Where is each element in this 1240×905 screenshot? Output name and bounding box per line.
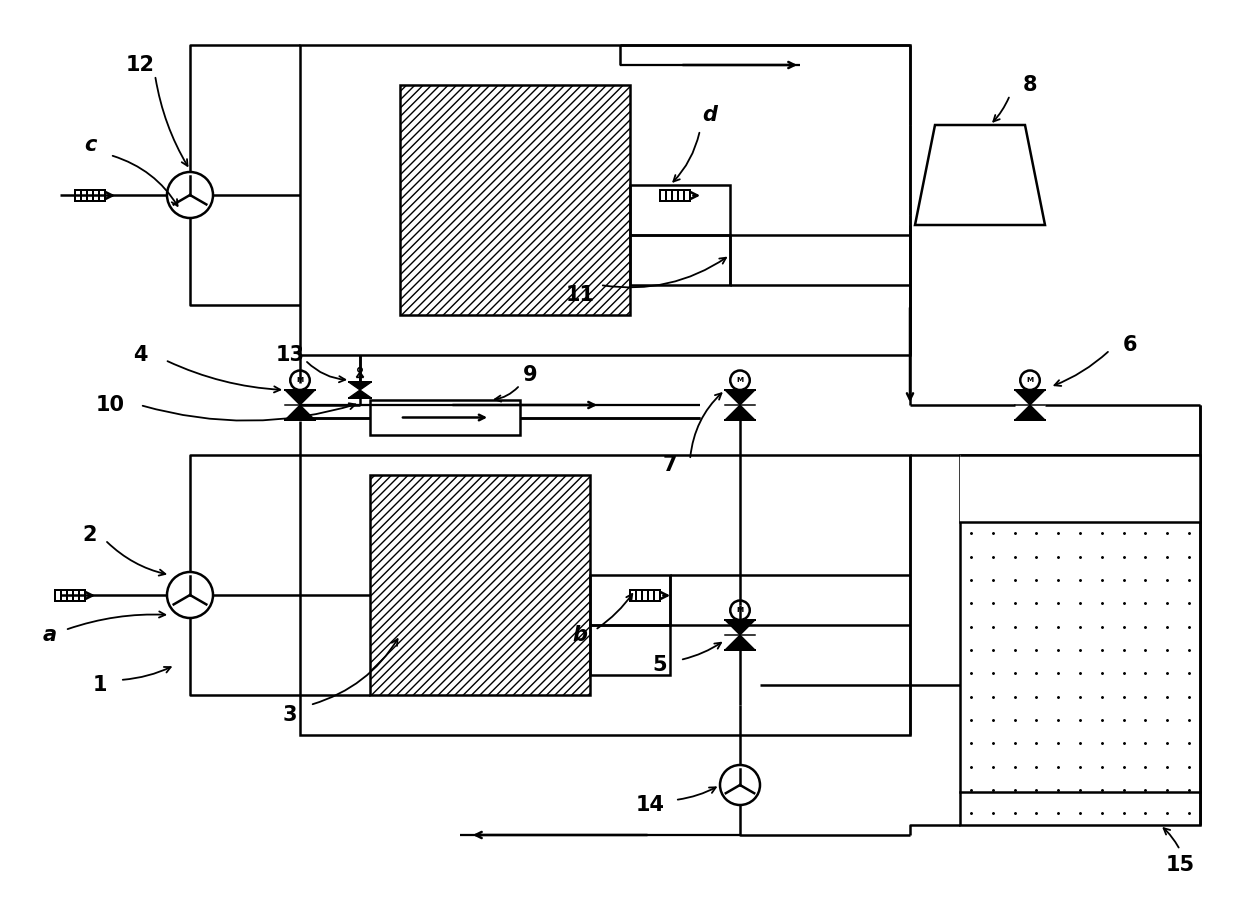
Polygon shape — [285, 405, 315, 420]
Polygon shape — [285, 390, 315, 405]
Bar — [630, 185, 730, 235]
Bar — [370, 400, 520, 435]
Polygon shape — [348, 382, 371, 390]
Text: 13: 13 — [275, 345, 305, 365]
Bar — [590, 625, 670, 675]
Polygon shape — [725, 405, 755, 420]
Text: 2: 2 — [83, 525, 97, 545]
Polygon shape — [725, 390, 755, 405]
Bar — [960, 455, 1200, 521]
Text: d: d — [703, 105, 718, 125]
Text: M: M — [1027, 377, 1034, 383]
Text: b: b — [573, 625, 588, 645]
Bar — [300, 455, 910, 735]
Bar — [401, 85, 630, 315]
Bar — [590, 575, 670, 625]
Text: c: c — [84, 135, 97, 155]
Text: M: M — [737, 607, 744, 614]
Text: 12: 12 — [125, 55, 155, 75]
Text: 5: 5 — [652, 655, 667, 675]
Bar — [630, 235, 730, 285]
Text: 4: 4 — [133, 345, 148, 365]
Text: 11: 11 — [565, 285, 594, 305]
Text: a: a — [43, 625, 57, 645]
Polygon shape — [725, 620, 755, 635]
Text: M: M — [737, 377, 744, 383]
Text: 1: 1 — [93, 675, 107, 695]
Text: 3: 3 — [283, 705, 298, 725]
Polygon shape — [1016, 390, 1045, 405]
Polygon shape — [725, 635, 755, 650]
Text: 9: 9 — [523, 365, 537, 385]
Polygon shape — [348, 390, 371, 397]
Text: 10: 10 — [95, 395, 124, 415]
Polygon shape — [1016, 405, 1045, 420]
Bar — [960, 455, 1200, 825]
Text: M: M — [296, 377, 304, 383]
Bar — [370, 475, 590, 695]
Text: 15: 15 — [1166, 855, 1194, 875]
Text: 6: 6 — [1122, 335, 1137, 355]
Text: 8: 8 — [1023, 75, 1037, 95]
Text: 14: 14 — [635, 795, 665, 815]
Bar — [300, 45, 910, 355]
Text: 7: 7 — [662, 455, 677, 475]
